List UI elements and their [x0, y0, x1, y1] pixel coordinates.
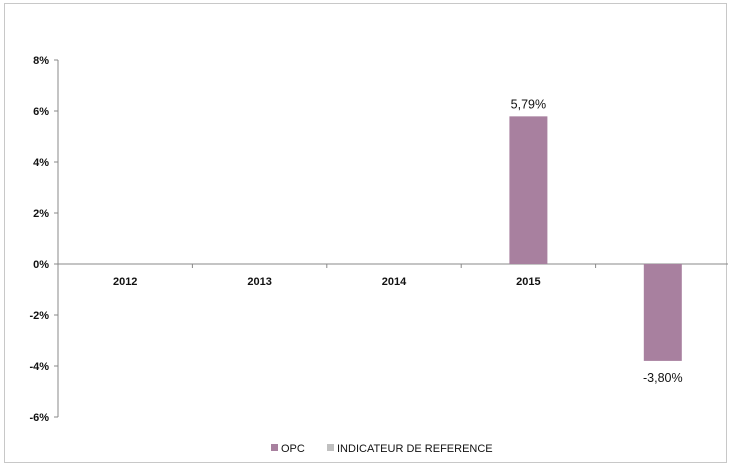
x-axis-ticks: 20122013201420152016: [57, 264, 675, 288]
bar-opc-2015: [509, 116, 548, 264]
bars: [509, 116, 682, 361]
y-tick-label: 6%: [33, 106, 49, 118]
bar-opc-2016: [643, 264, 682, 361]
legend-swatch-opc: [271, 444, 278, 451]
data-label-2015: 5,79%: [511, 97, 546, 111]
x-tick-label: 2015: [516, 276, 540, 288]
y-tick-label: 4%: [33, 157, 49, 169]
legend-label-indicateur: INDICATEUR DE REFERENCE: [337, 443, 493, 455]
x-tick-label: 2013: [247, 276, 271, 288]
y-tick-label: -4%: [29, 361, 49, 373]
data-labels: 5,79% -3,80%: [511, 97, 683, 385]
data-label-2016: -3,80%: [643, 371, 683, 385]
legend: OPC INDICATEUR DE REFERENCE: [271, 443, 493, 455]
y-tick-label: -2%: [29, 310, 49, 322]
x-tick-label: 2012: [113, 276, 137, 288]
y-tick-label: -6%: [29, 412, 49, 424]
y-axis-ticks: 8% 6% 4% 2% 0% -2% -4% -6%: [29, 55, 58, 424]
legend-label-opc: OPC: [281, 443, 305, 455]
x-tick-label: 2014: [382, 276, 407, 288]
bar-chart: 8%6%4%2%0%-2%-4%-6% 20122013201420152016…: [29, 55, 728, 455]
y-tick-label: 8%: [33, 55, 49, 67]
legend-swatch-indicateur: [327, 444, 334, 451]
y-tick-label: 2%: [33, 208, 49, 220]
axes: [57, 60, 728, 417]
y-tick-label: 0%: [33, 259, 49, 271]
chart-frame: 8%6%4%2%0%-2%-4%-6% 20122013201420152016…: [4, 3, 728, 463]
